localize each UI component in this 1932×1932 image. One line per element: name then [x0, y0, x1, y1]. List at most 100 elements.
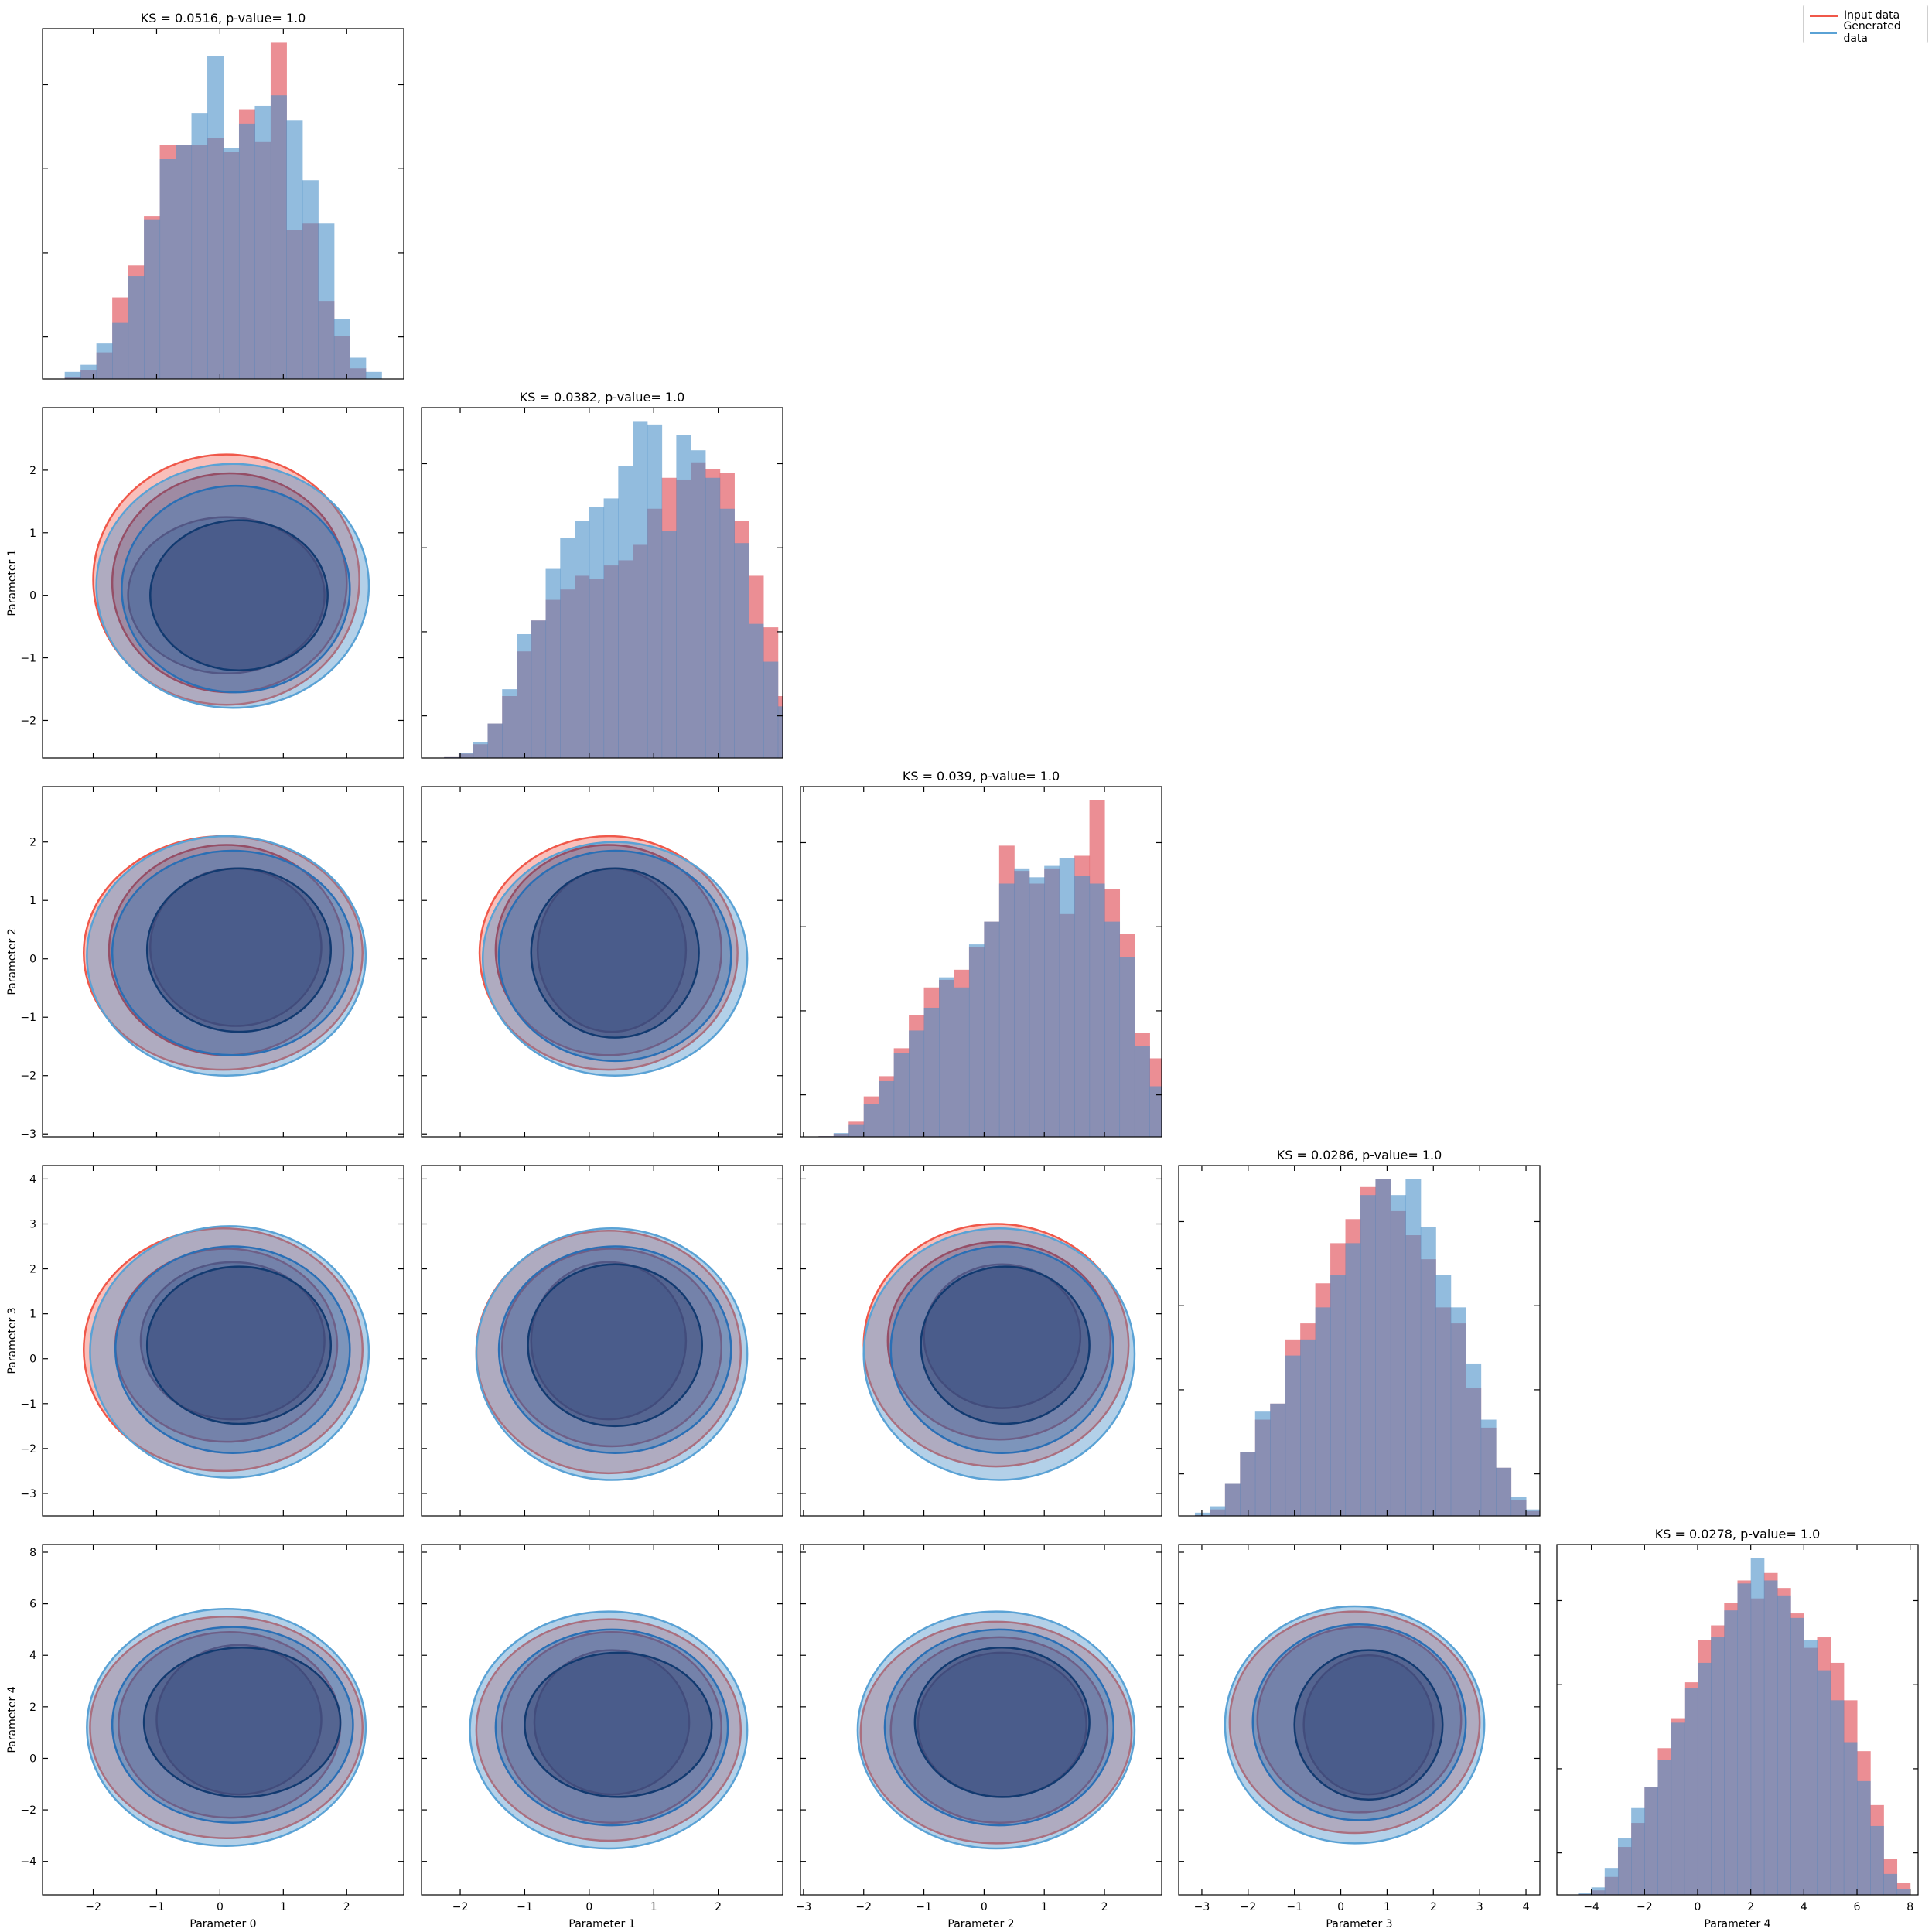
hist-bar-generated — [238, 123, 255, 379]
hist-bar-generated — [661, 531, 677, 758]
hist-bar-generated — [1224, 1483, 1241, 1516]
hist-bar-generated — [705, 477, 721, 758]
panel-content — [478, 835, 749, 1077]
contour-generated-mid — [1251, 1623, 1467, 1821]
contour-generated-mid — [497, 849, 732, 1063]
x-tick-label: −4 — [1583, 1901, 1599, 1913]
hist-bar-generated — [1617, 1838, 1632, 1895]
panel-content — [475, 1227, 749, 1481]
panel-frame — [42, 407, 404, 759]
hist-bar-generated — [1390, 1195, 1406, 1516]
contour-input-mid — [500, 1631, 723, 1824]
hist-bar-generated — [879, 1080, 895, 1137]
y-axis-label: Parameter 4 — [6, 1686, 19, 1753]
hist-bar-generated — [603, 498, 619, 758]
hist-bar-generated — [333, 319, 350, 379]
hist-bar-generated — [1830, 1700, 1845, 1895]
hist-bar-generated — [1466, 1363, 1482, 1516]
y-tick-label: 4 — [29, 1650, 36, 1662]
hist-bar-generated — [1089, 883, 1105, 1137]
hist-bar-generated — [64, 371, 81, 379]
hist-bar-generated — [1285, 1355, 1301, 1516]
hist-bar-generated — [365, 371, 382, 379]
legend-swatch-generated — [1810, 31, 1838, 34]
hist-bar-generated — [128, 276, 145, 379]
contour-input-inner — [530, 1261, 688, 1421]
y-tick-label: 2 — [29, 465, 36, 477]
panel-frame — [42, 1544, 404, 1896]
contour-input-inner — [1302, 1654, 1435, 1796]
x-tick-label: 6 — [1854, 1901, 1861, 1913]
x-tick-label: −3 — [1194, 1901, 1210, 1913]
hist-bar-generated — [1345, 1243, 1361, 1516]
hist-bar-generated — [1240, 1452, 1256, 1516]
x-tick-label: 0 — [1695, 1901, 1702, 1913]
panel-4-1: −2 −1 0 1 2 — [421, 1544, 783, 1913]
y-tick-label: −2 — [20, 1070, 36, 1083]
y-tick-label: 6 — [29, 1599, 36, 1611]
hist-bar-generated — [1315, 1307, 1331, 1516]
hist-bar-generated — [1817, 1670, 1831, 1895]
contour-generated-outer — [95, 463, 370, 709]
panel-frame — [421, 1165, 783, 1517]
panel-frame — [42, 28, 404, 380]
contour-input-inner — [127, 516, 326, 675]
hist-bar-generated — [96, 343, 113, 379]
x-tick-label: 2 — [1101, 1901, 1108, 1913]
hist-bar-generated — [923, 1007, 940, 1137]
y-tick-label: −3 — [20, 1488, 36, 1500]
panel-3-3: KS = 0.0286, p-value= 1.0 — [1178, 1148, 1541, 1517]
hist-bar-generated — [763, 661, 779, 758]
panel-3-2 — [800, 1165, 1162, 1517]
hist-bar-generated — [833, 1133, 849, 1137]
x-tick-label: 3 — [1476, 1901, 1483, 1913]
contour-generated-outer — [1224, 1605, 1486, 1845]
hist-bar-generated — [749, 623, 764, 758]
panel-frame — [421, 407, 783, 759]
contour-generated-inner — [920, 1265, 1091, 1425]
hist-bar-generated — [719, 508, 735, 758]
hist-bar-generated — [734, 543, 749, 758]
x-axis-label: Parameter 4 — [1704, 1918, 1770, 1930]
hist-bar-generated — [1074, 876, 1091, 1137]
contour-generated-inner — [142, 1646, 342, 1798]
hist-bar-generated — [1510, 1497, 1527, 1516]
panel-4-0: −2 −1 0 1 2 −4 −2 0 2 4 6 8 — [20, 1544, 404, 1913]
contour-generated-inner — [149, 519, 329, 672]
contour-input-mid — [500, 1248, 723, 1448]
x-tick-label: 1 — [1384, 1901, 1391, 1913]
hist-bar-generated — [112, 322, 129, 379]
x-axis-label: Parameter 2 — [947, 1918, 1014, 1930]
contour-generated-inner — [913, 1646, 1091, 1798]
hist-bar-generated — [1270, 1403, 1286, 1516]
x-tick-label: −1 — [1286, 1901, 1302, 1913]
contour-generated-mid — [497, 1245, 732, 1454]
hist-bar-generated — [144, 219, 161, 379]
hist-bar-generated — [777, 706, 783, 758]
x-tick-label: 8 — [1906, 1901, 1913, 1913]
y-tick-label: 2 — [29, 1264, 36, 1276]
x-tick-label: 0 — [1337, 1901, 1344, 1913]
hist-bar-input — [1165, 1129, 1180, 1137]
hist-bar-generated — [1450, 1307, 1466, 1516]
hist-bar-generated — [1883, 1873, 1898, 1895]
hist-bar-generated — [1179, 1135, 1195, 1137]
contour-input-outer — [92, 453, 360, 706]
hist-bar-generated — [207, 56, 224, 379]
contour-generated-inner — [524, 1651, 713, 1798]
hist-bar-generated — [1134, 1046, 1150, 1137]
hist-bar-generated — [545, 568, 561, 758]
hist-bar-generated — [909, 1030, 925, 1137]
hist-bar-generated — [502, 689, 517, 758]
hist-bar-generated — [647, 424, 663, 758]
hist-bar-generated — [1684, 1688, 1698, 1895]
y-tick-label: −1 — [20, 1012, 36, 1024]
hist-bar-generated — [1697, 1662, 1712, 1895]
x-axis-label: Parameter 0 — [189, 1918, 256, 1930]
diagonal-title: KS = 0.039, p-value= 1.0 — [903, 769, 1060, 783]
hist-bar-generated — [807, 753, 821, 758]
y-tick-label: 1 — [29, 895, 36, 907]
diagonal-title: KS = 0.0382, p-value= 1.0 — [520, 390, 685, 404]
contour-input-inner — [155, 1644, 323, 1796]
contour-generated-mid — [121, 484, 351, 694]
